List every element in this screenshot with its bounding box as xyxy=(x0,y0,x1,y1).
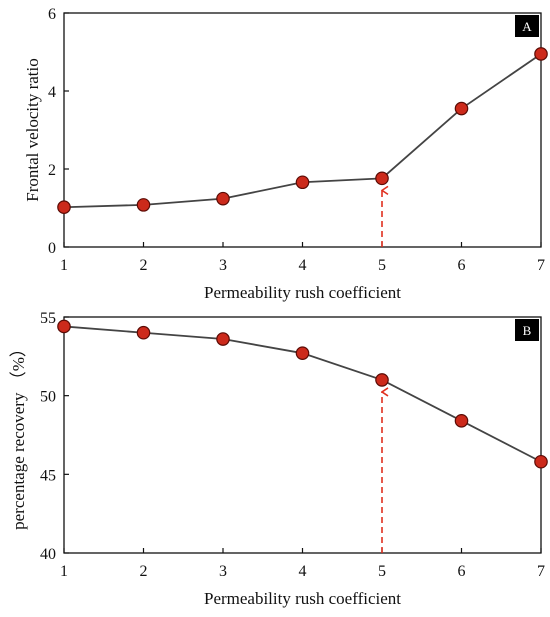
data-point xyxy=(534,454,548,469)
y-axis-title: percentage recovery （%） xyxy=(9,340,28,530)
x-tick-label: 3 xyxy=(219,257,227,274)
data-point xyxy=(375,171,389,186)
data-point xyxy=(454,414,469,428)
y-tick-label: 4 xyxy=(48,84,56,101)
y-tick-label: 40 xyxy=(40,546,56,563)
x-axis-title: Permeability rush coefficient xyxy=(204,283,401,302)
x-tick-label: 2 xyxy=(140,257,148,274)
panel-tag xyxy=(515,15,539,37)
x-tick-label: 6 xyxy=(458,257,466,274)
x-tick-label: 4 xyxy=(299,563,307,580)
data-point xyxy=(216,332,230,346)
x-tick-label: 1 xyxy=(60,563,68,580)
chart-panel-a: 1 2 3 4 5 6 7 0 2 4 6 Permeability rush coefficient… xyxy=(23,6,548,302)
x-tick-label: 1 xyxy=(60,257,68,274)
x-tick-label: 2 xyxy=(140,563,148,580)
x-tick-label: 7 xyxy=(537,563,545,580)
y-tick-label: 45 xyxy=(40,467,56,484)
x-tick-label: 5 xyxy=(378,563,386,580)
panel-tag xyxy=(515,319,539,341)
x-tick-label: 5 xyxy=(378,257,386,274)
data-point xyxy=(534,47,548,61)
x-tick-label: 3 xyxy=(219,563,227,580)
x-tick-label: 6 xyxy=(458,563,466,580)
panel-tag-label: A xyxy=(522,19,532,34)
y-tick-label: 0 xyxy=(48,240,56,257)
data-point xyxy=(136,198,151,212)
x-tick-label: 7 xyxy=(537,257,545,274)
y-axis-title: Frontal velocity ratio xyxy=(23,58,42,202)
panel-tag-label: B xyxy=(523,323,532,338)
data-point xyxy=(295,346,310,360)
data-point xyxy=(57,319,71,334)
plot-frame xyxy=(63,12,542,248)
y-tick-label: 50 xyxy=(40,389,56,406)
data-point xyxy=(57,200,71,215)
data-point xyxy=(375,373,389,387)
y-tick-label: 6 xyxy=(48,6,56,23)
y-tick-label: 55 xyxy=(40,310,56,327)
y-tick-label: 2 xyxy=(48,162,56,179)
x-axis-title: Permeability rush coefficient xyxy=(204,589,401,608)
data-point xyxy=(216,191,230,206)
x-tick-label: 4 xyxy=(299,257,307,274)
data-point xyxy=(295,175,310,190)
data-point xyxy=(454,101,469,116)
data-point xyxy=(136,325,151,340)
